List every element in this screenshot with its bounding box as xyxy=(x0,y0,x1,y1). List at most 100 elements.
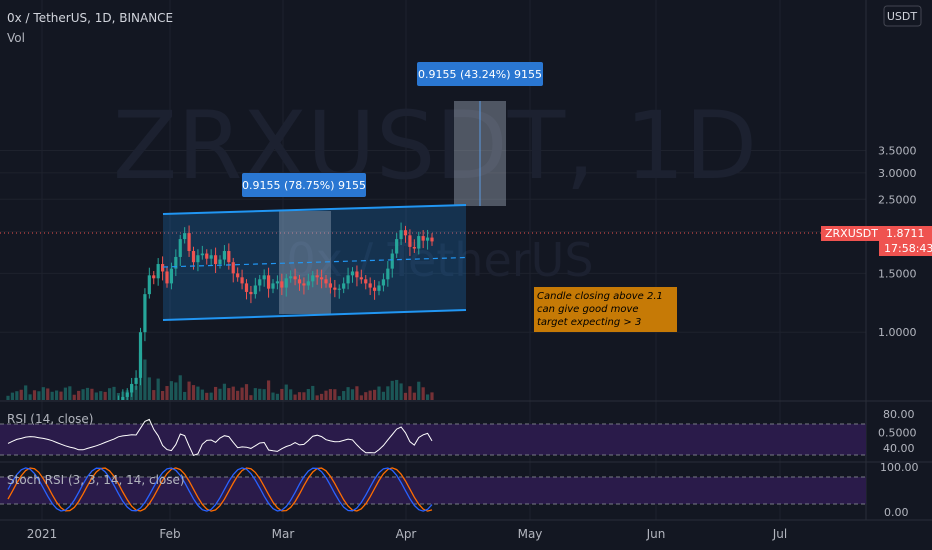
volume-bar xyxy=(77,390,81,400)
candle-body xyxy=(319,277,324,280)
candle-body xyxy=(160,264,165,272)
candle-body xyxy=(218,259,222,265)
time-tick: Mar xyxy=(272,527,295,541)
symbol-title[interactable]: 0x / TetherUS, 1D, BINANCE xyxy=(7,11,173,25)
candle-body xyxy=(125,392,129,397)
channel-upper-line[interactable] xyxy=(162,204,467,215)
volume-bar xyxy=(94,392,98,400)
volume-bar xyxy=(50,391,54,400)
time-axis[interactable]: 2021 Feb Mar Apr May Jun Jul xyxy=(27,527,788,541)
candle-body xyxy=(213,255,218,265)
candle-body xyxy=(138,332,143,378)
volume-bar xyxy=(337,396,341,400)
stoch-tick-100: 100.00 xyxy=(880,461,919,474)
volume-bar xyxy=(236,390,240,400)
channel-middle-line xyxy=(162,256,467,268)
volume-bar xyxy=(174,382,178,400)
candle-body xyxy=(408,235,412,247)
volume-bar xyxy=(289,389,293,400)
volume-label[interactable]: Vol xyxy=(7,31,25,45)
currency-button[interactable]: USDT xyxy=(883,5,922,27)
candle-body xyxy=(386,268,390,280)
price-tick: 0.5000 xyxy=(878,427,917,440)
volume-bar xyxy=(306,389,310,400)
time-tick: 2021 xyxy=(27,527,58,541)
volume-bar xyxy=(134,385,138,400)
volume-bar xyxy=(6,395,10,400)
candle-body xyxy=(152,275,156,279)
volume-bar xyxy=(297,392,302,400)
candle-body xyxy=(350,271,355,276)
volume-bar xyxy=(169,381,174,400)
volume-bar xyxy=(328,389,333,400)
volume-bar xyxy=(63,387,68,400)
parallel-channel-fill[interactable] xyxy=(163,205,466,320)
stoch-rsi-pane[interactable]: Stoch RSI (3, 3, 14, 14, close) 100.00 0… xyxy=(0,461,919,519)
candle-body xyxy=(236,273,240,278)
candle-body xyxy=(271,283,275,289)
volume-bar xyxy=(85,387,90,400)
volume-bar xyxy=(72,394,76,400)
stoch-k-line xyxy=(7,467,433,512)
candle-body xyxy=(342,283,346,289)
volume-bar xyxy=(280,388,284,400)
volume-bar xyxy=(425,394,430,400)
volume-bar xyxy=(346,387,350,400)
price-tick: 2.5000 xyxy=(878,193,917,206)
candle-body xyxy=(417,236,421,249)
measure-box-channel[interactable] xyxy=(279,211,331,314)
candle-body xyxy=(337,288,341,290)
volume-bar xyxy=(408,386,412,400)
candle-body xyxy=(421,236,425,241)
candle-body xyxy=(403,230,408,236)
volume-bar xyxy=(37,391,41,400)
volume-bar xyxy=(165,386,169,400)
candle-body xyxy=(372,287,377,291)
volume-bar xyxy=(160,391,165,400)
volume-bar xyxy=(386,386,390,400)
candle-body xyxy=(284,278,288,288)
text-note[interactable]: Candle closing above 2.1 can give good m… xyxy=(534,287,677,332)
volume-bar xyxy=(244,384,249,400)
candle-body xyxy=(143,294,147,333)
channel-lower-line[interactable] xyxy=(162,309,467,321)
stoch-tick-0: 0.00 xyxy=(884,506,909,519)
volume-bar xyxy=(324,390,328,400)
watermark-name: 0x / TetherUS xyxy=(286,233,593,287)
measure-label-target[interactable]: 0.9155 (43.24%) 9155 xyxy=(417,62,543,86)
note-line-1: Candle closing above 2.1 xyxy=(537,291,663,302)
measure-label-target-text: 0.9155 (43.24%) 9155 xyxy=(418,68,542,81)
candle-body xyxy=(121,396,125,400)
volume-bar xyxy=(350,389,355,400)
rsi-band xyxy=(0,424,866,455)
time-tick: Apr xyxy=(396,527,417,541)
price-axis[interactable]: 3.50003.00002.50002.00001.50001.00000.50… xyxy=(878,144,917,439)
candle-body xyxy=(381,279,386,286)
currency-button-label: USDT xyxy=(887,10,918,23)
volume-bar xyxy=(156,378,160,400)
volume-bar xyxy=(191,385,196,400)
candle-body xyxy=(253,285,257,295)
volume-bar xyxy=(46,388,50,400)
measure-label-channel[interactable]: 0.9155 (78.75%) 9155 xyxy=(242,173,366,197)
candle-body xyxy=(196,255,200,263)
candle-body xyxy=(377,285,381,291)
price-tick: 3.0000 xyxy=(878,167,917,180)
volume-bar xyxy=(112,386,116,400)
volume-bar xyxy=(143,359,147,400)
candle-body xyxy=(333,287,337,290)
volume-bar xyxy=(147,377,151,400)
candle-body xyxy=(222,251,227,260)
volume-bar xyxy=(333,389,337,400)
candle-body xyxy=(306,281,310,286)
rsi-tick-40: 40.00 xyxy=(883,442,915,455)
volume-bar xyxy=(403,392,408,400)
volume-bar xyxy=(368,390,372,400)
candle-body xyxy=(266,275,271,289)
volume-bar xyxy=(32,390,37,400)
volume-bar xyxy=(24,385,28,400)
rsi-pane[interactable]: RSI (14, close) 80.00 40.00 xyxy=(0,408,915,457)
candle-body xyxy=(399,230,403,240)
volume-bar xyxy=(395,379,399,400)
